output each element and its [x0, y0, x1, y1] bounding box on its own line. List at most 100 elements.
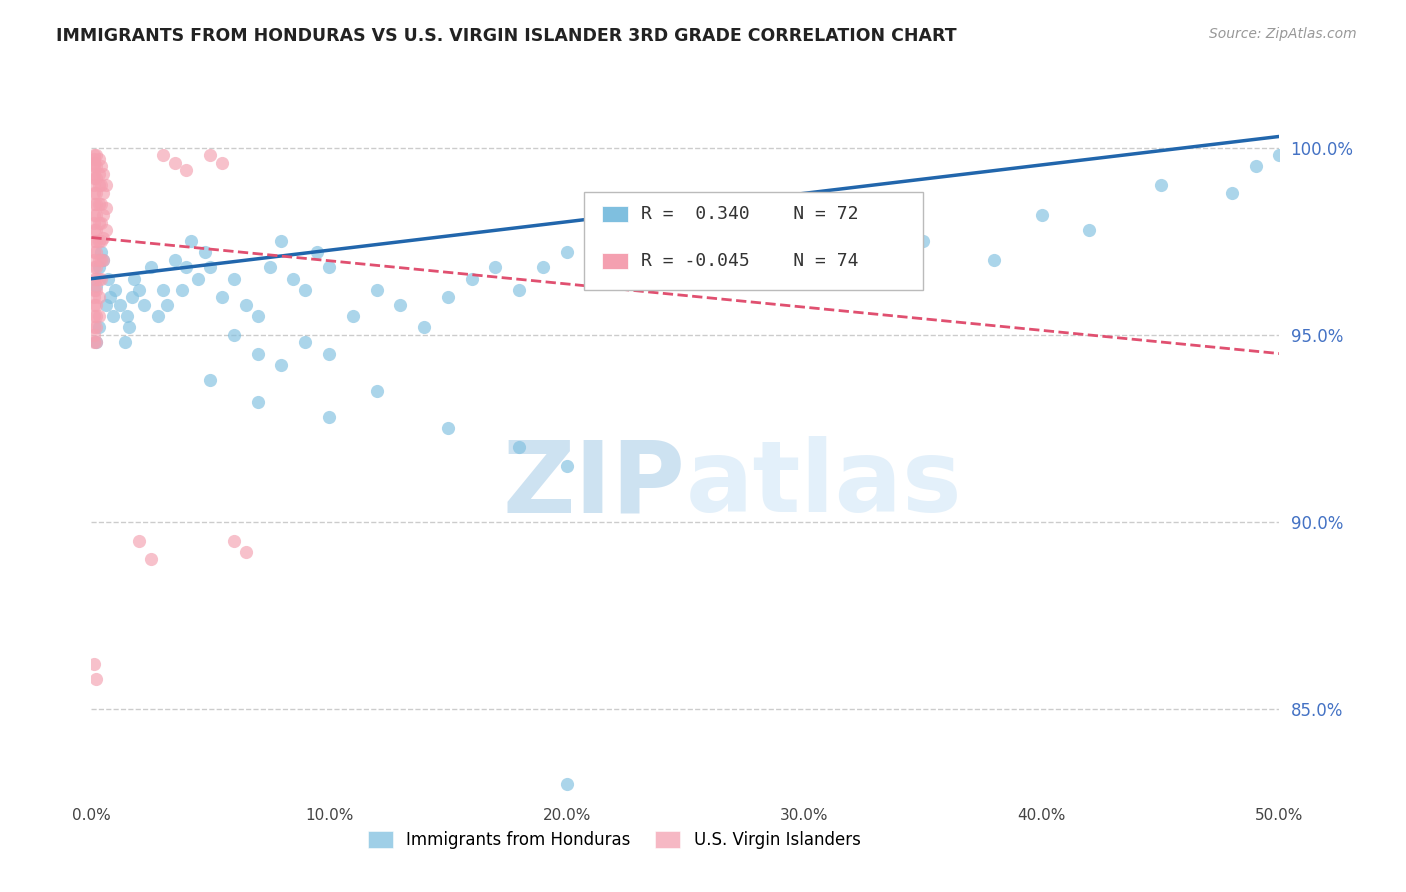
Point	[211, 290, 233, 304]
Point	[222, 271, 245, 285]
Point	[152, 283, 174, 297]
Point	[83, 309, 105, 323]
Point	[90, 160, 112, 174]
Text: atlas: atlas	[685, 436, 962, 533]
Text: Source: ZipAtlas.com: Source: ZipAtlas.com	[1209, 27, 1357, 41]
Point	[84, 186, 107, 200]
Point	[146, 309, 169, 323]
Point	[1031, 208, 1053, 222]
Point	[436, 290, 458, 304]
Text: R =  0.340    N = 72: R = 0.340 N = 72	[641, 205, 859, 223]
Point	[122, 271, 145, 285]
Point	[83, 271, 105, 285]
Point	[94, 223, 117, 237]
Point	[83, 657, 105, 672]
Point	[83, 260, 105, 275]
Point	[91, 230, 114, 244]
Point	[318, 410, 340, 425]
Point	[508, 283, 530, 297]
Point	[90, 252, 112, 267]
Point	[200, 148, 222, 162]
Point	[97, 271, 120, 285]
Point	[84, 234, 107, 248]
Point	[84, 245, 107, 260]
Point	[222, 327, 245, 342]
Point	[194, 245, 217, 260]
Point	[84, 223, 107, 237]
Point	[84, 283, 107, 297]
Point	[83, 148, 105, 162]
Point	[555, 245, 578, 260]
Point	[90, 215, 112, 229]
Point	[176, 163, 198, 178]
Point	[83, 320, 105, 334]
Point	[283, 271, 305, 285]
Point	[83, 283, 105, 297]
Text: IMMIGRANTS FROM HONDURAS VS U.S. VIRGIN ISLANDER 3RD GRADE CORRELATION CHART: IMMIGRANTS FROM HONDURAS VS U.S. VIRGIN …	[56, 27, 957, 45]
Point	[84, 260, 107, 275]
Point	[84, 208, 107, 222]
Point	[90, 178, 112, 193]
Point	[841, 271, 863, 285]
Point	[83, 160, 105, 174]
Point	[83, 152, 105, 166]
Bar	[602, 253, 628, 268]
Point	[114, 335, 136, 350]
Point	[83, 208, 105, 222]
Point	[436, 421, 458, 435]
Point	[87, 252, 110, 267]
Point	[1268, 148, 1291, 162]
Point	[1244, 160, 1267, 174]
Point	[200, 373, 222, 387]
Point	[91, 252, 114, 267]
Point	[1149, 178, 1171, 193]
Point	[83, 234, 105, 248]
Point	[118, 320, 141, 334]
Point	[246, 395, 269, 409]
Point	[673, 260, 696, 275]
Point	[911, 234, 934, 248]
Point	[180, 234, 202, 248]
Point	[84, 271, 107, 285]
Point	[200, 260, 222, 275]
Point	[87, 271, 110, 285]
Point	[91, 186, 114, 200]
Point	[389, 298, 412, 312]
Point	[318, 260, 340, 275]
Point	[128, 533, 150, 548]
Point	[83, 335, 105, 350]
Point	[83, 170, 105, 185]
Point	[413, 320, 436, 334]
Point	[176, 260, 198, 275]
Point	[87, 290, 110, 304]
Point	[366, 384, 388, 398]
Point	[1220, 186, 1243, 200]
Point	[83, 215, 105, 229]
Point	[87, 196, 110, 211]
Point	[94, 178, 117, 193]
Point	[91, 167, 114, 181]
Point	[235, 298, 257, 312]
Point	[83, 290, 105, 304]
Bar	[602, 206, 628, 222]
Point	[294, 283, 316, 297]
Point	[132, 298, 155, 312]
Point	[91, 252, 114, 267]
Point	[83, 178, 105, 193]
Point	[156, 298, 179, 312]
Point	[84, 335, 107, 350]
Point	[793, 234, 815, 248]
Point	[270, 234, 292, 248]
Point	[121, 290, 143, 304]
Point	[90, 271, 112, 285]
Point	[87, 320, 110, 334]
Point	[83, 245, 105, 260]
Point	[170, 283, 193, 297]
Point	[83, 223, 105, 237]
Point	[152, 148, 174, 162]
Point	[83, 196, 105, 211]
Point	[90, 234, 112, 248]
Point	[508, 440, 530, 454]
Point	[259, 260, 281, 275]
Point	[104, 283, 127, 297]
